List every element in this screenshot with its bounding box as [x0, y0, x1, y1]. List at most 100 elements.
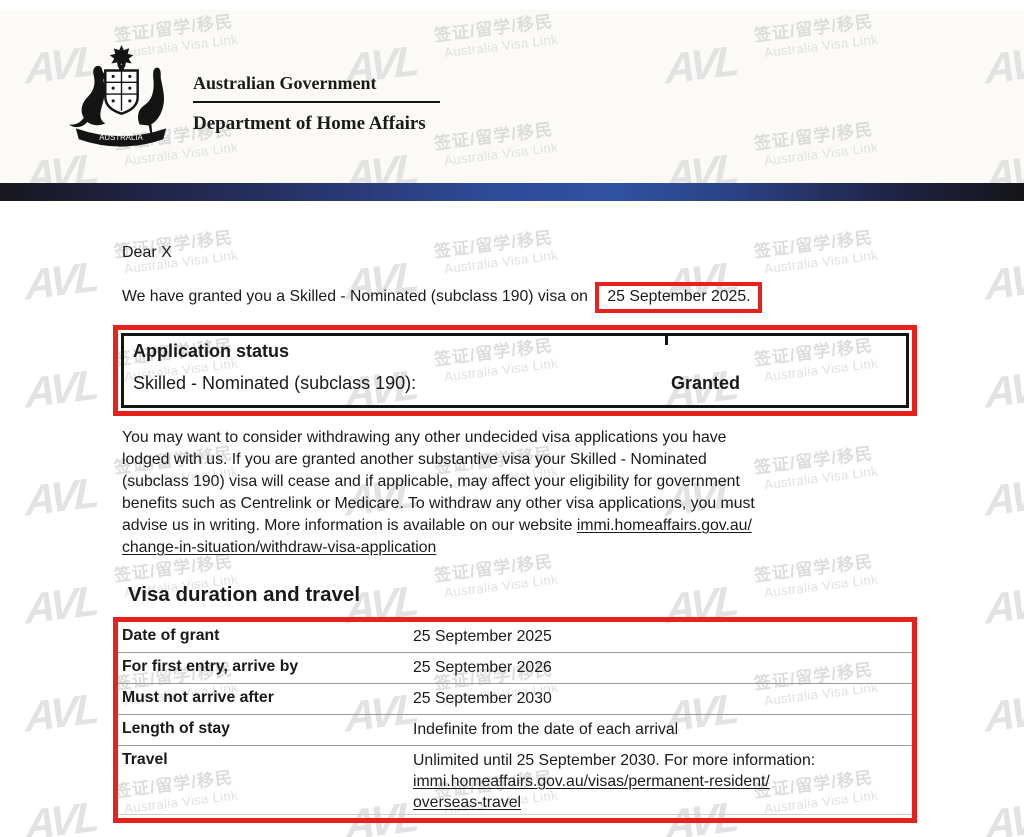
row-label: For first entry, arrive by [122, 658, 299, 675]
grant-date-highlight-box: 25 September 2025. [595, 282, 762, 313]
dept-title: Department of Home Affairs [193, 113, 426, 134]
watermark-text: 签证/留学/移民 Australia Visa Link [753, 227, 879, 279]
link-text[interactable]: immi.homeaffairs.gov.au/visas/permanent-… [413, 773, 770, 790]
table-row: Length of stay Indefinite from the date o… [118, 714, 912, 745]
table-row: For first entry, arrive by 25 September 2… [118, 652, 912, 683]
row-value: 25 September 2025 [413, 626, 552, 647]
text-run: (subclass 190) visa will cease and if ap… [122, 473, 740, 490]
text-line: 25 September 2025 [413, 626, 552, 647]
row-value: Indefinite from the date of each arrival [413, 719, 678, 740]
text-line: (subclass 190) visa will cease and if ap… [122, 471, 755, 493]
avl-logo-icon: AVL [985, 684, 1024, 741]
text-line: change-in-situation/withdraw-visa-applic… [122, 537, 755, 559]
status-row: Skilled - Nominated (subclass 190): Gran… [133, 372, 906, 394]
paper-tint-band [0, 10, 1024, 183]
header-divider [193, 101, 440, 103]
text-line: 25 September 2030 [413, 688, 552, 709]
watermark-text: 签证/留学/移民 Australia Visa Link [753, 443, 879, 495]
gov-title: Australian Government [193, 73, 377, 93]
text-line: advise us in writing. More information i… [122, 515, 755, 537]
kangaroo-icon [81, 65, 108, 126]
avl-logo-icon: AVL [25, 252, 98, 309]
avl-logo-icon: AVL [985, 468, 1024, 525]
row-label: Date of grant [122, 627, 220, 644]
text-line: immi.homeaffairs.gov.au/visas/permanent-… [413, 771, 815, 792]
text-line: benefits such as Centrelink or Medicare.… [122, 493, 755, 515]
watermark-line1: 签证/留学/移民 [753, 227, 874, 262]
visa-section-heading: Visa duration and travel [128, 583, 361, 606]
row-label: Length of stay [122, 720, 230, 737]
text-run: Unlimited until 25 September 2030. For m… [413, 752, 816, 769]
withdraw-paragraph: You may want to consider withdrawing any… [122, 427, 755, 559]
table-bottom-line [118, 814, 912, 815]
text-run: You may want to consider withdrawing any… [122, 429, 727, 446]
avl-logo-icon: AVL [25, 684, 98, 741]
avl-logo-icon: AVL [25, 360, 98, 417]
text-line: overseas-travel [413, 792, 815, 813]
avl-logo-icon: AVL [985, 252, 1024, 309]
watermark-line1: 签证/留学/移民 [753, 551, 874, 586]
salutation: Dear X [122, 244, 172, 261]
text-run: benefits such as Centrelink or Medicare.… [122, 495, 755, 512]
grant-sentence-text: We have granted you a Skilled - Nominate… [122, 288, 588, 305]
watermark-line1: 签证/留学/移民 [433, 227, 554, 262]
avl-logo-icon: AVL [985, 792, 1024, 837]
row-label: Travel [122, 751, 168, 768]
text-run: lodged with us. If you are granted anoth… [122, 451, 707, 468]
emu-leg-icon [148, 124, 153, 135]
avl-logo-icon: AVL [985, 360, 1024, 417]
row-value: 25 September 2030 [413, 688, 552, 709]
application-status-inner-box: Application status Skilled - Nominated (… [121, 333, 909, 408]
grant-date-text: 25 September 2025. [607, 288, 751, 305]
watermark-line2: Australia Visa Link [443, 571, 559, 601]
text-line: lodged with us. If you are granted anoth… [122, 449, 755, 471]
text-run: Indefinite from the date of each arrival [413, 721, 679, 738]
avl-logo-icon: AVL [25, 576, 98, 633]
watermark-line2: Australia Visa Link [763, 247, 879, 277]
text-run: 25 September 2025 [413, 628, 552, 645]
status-value: Granted [671, 373, 741, 393]
link-text[interactable]: change-in-situation/withdraw-visa-applic… [122, 539, 437, 556]
avl-logo-icon: AVL [985, 576, 1024, 633]
shield-icon [104, 69, 139, 115]
text-line: Unlimited until 25 September 2030. For m… [413, 750, 815, 771]
avl-logo-icon: AVL [25, 468, 98, 525]
watermark-text: 签证/留学/移民 Australia Visa Link [753, 551, 879, 603]
application-status-box: Application status Skilled - Nominated (… [113, 325, 917, 416]
text-run: 25 September 2030 [413, 690, 552, 707]
kangaroo-tail-icon [68, 116, 88, 128]
status-column-divider [665, 336, 668, 345]
coat-of-arms-icon: AUSTRALIA [68, 44, 167, 147]
text-run: 25 September 2026 [413, 659, 552, 676]
watermark-line2: Australia Visa Link [763, 463, 879, 493]
text-line: 25 September 2026 [413, 657, 552, 678]
watermark-line2: Australia Visa Link [443, 247, 559, 277]
text-run: advise us in writing. More information i… [122, 517, 577, 534]
table-row: Date of grant 25 September 2025 [118, 622, 912, 652]
link-text[interactable]: immi.homeaffairs.gov.au/ [576, 517, 752, 534]
row-label: Must not arrive after [122, 689, 274, 706]
watermark-line1: 签证/留学/移民 [753, 443, 874, 478]
watermark-text: 签证/留学/移民 Australia Visa Link [433, 227, 559, 279]
link-text[interactable]: overseas-travel [413, 794, 521, 811]
star-icon [109, 44, 134, 68]
banner-ribbon: AUSTRALIA [75, 128, 167, 147]
visa-duration-table: Date of grant 25 September 2025 For first … [113, 617, 917, 823]
table-row: Must not arrive after 25 September 2030 [118, 683, 912, 714]
government-header: Australian Government Department of Home… [193, 72, 440, 135]
avl-logo-icon: AVL [25, 792, 98, 837]
text-line: You may want to consider withdrawing any… [122, 427, 755, 449]
table-row: Travel Unlimited until 25 September 2030.… [118, 745, 912, 818]
row-value: Unlimited until 25 September 2030. For m… [413, 750, 815, 813]
grant-sentence: We have granted you a Skilled - Nominate… [122, 282, 762, 313]
emu-icon [138, 67, 165, 126]
status-heading: Application status [133, 341, 290, 361]
